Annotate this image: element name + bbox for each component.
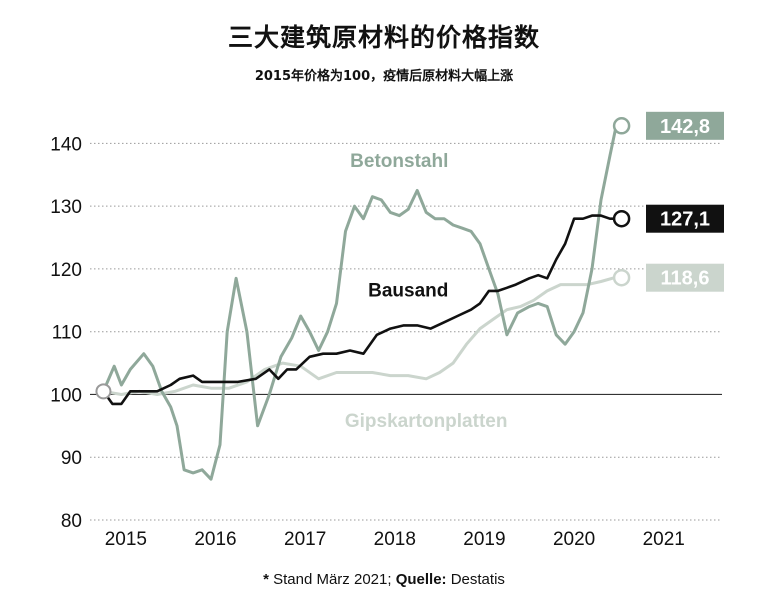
end-marker-bausand [612,209,631,228]
x-tick-label: 2015 [105,529,147,550]
x-tick-label: 2018 [374,529,416,550]
end-value-label: 127,1 [660,209,710,231]
y-tick-label: 130 [50,197,82,218]
chart-title: 三大建筑原材料的价格指数 [227,23,540,52]
y-tick-label: 100 [50,385,82,406]
source-name: Destatis [446,571,505,588]
footnote-text: Stand März 2021; [268,571,396,588]
series-line-betonstahl [101,124,624,481]
end-value-box-bausand [646,204,724,233]
end-value-box-betonstahl [646,111,724,140]
x-tick-label: 2019 [463,529,505,550]
x-tick-label: 2016 [194,529,236,550]
end-marker-betonstahl [612,117,631,135]
series-line-bausand [102,214,623,406]
source-note: * Stand März 2021; Quelle: Destatis [0,571,768,588]
chart-subtitle: 2015年价格为100，疫情后原材料大幅上涨 [254,69,514,84]
x-tick-label: 2021 [643,529,685,550]
y-tick-label: 80 [61,511,82,532]
start-marker [95,383,112,400]
series-label: Betonstahl [350,151,448,172]
footnote-star: * [263,571,269,588]
y-tick-label: 90 [61,448,82,469]
x-tick-label: 2020 [553,529,595,550]
series-label: Gipskartonplatten [345,411,508,432]
series-line-gipskartonplatten [101,276,624,396]
end-value-box-gipskartonplatten [646,263,724,292]
y-tick-label: 120 [50,260,82,281]
y-tick-label: 140 [50,134,82,155]
source-label: Quelle: [395,571,447,588]
series-label: Bausand [368,281,448,302]
end-value-label: 142,8 [660,116,710,138]
y-tick-label: 110 [52,323,82,344]
x-tick-label: 2017 [284,529,326,550]
end-marker-gipskartonplatten [612,268,631,287]
end-value-label: 118,6 [661,268,710,290]
